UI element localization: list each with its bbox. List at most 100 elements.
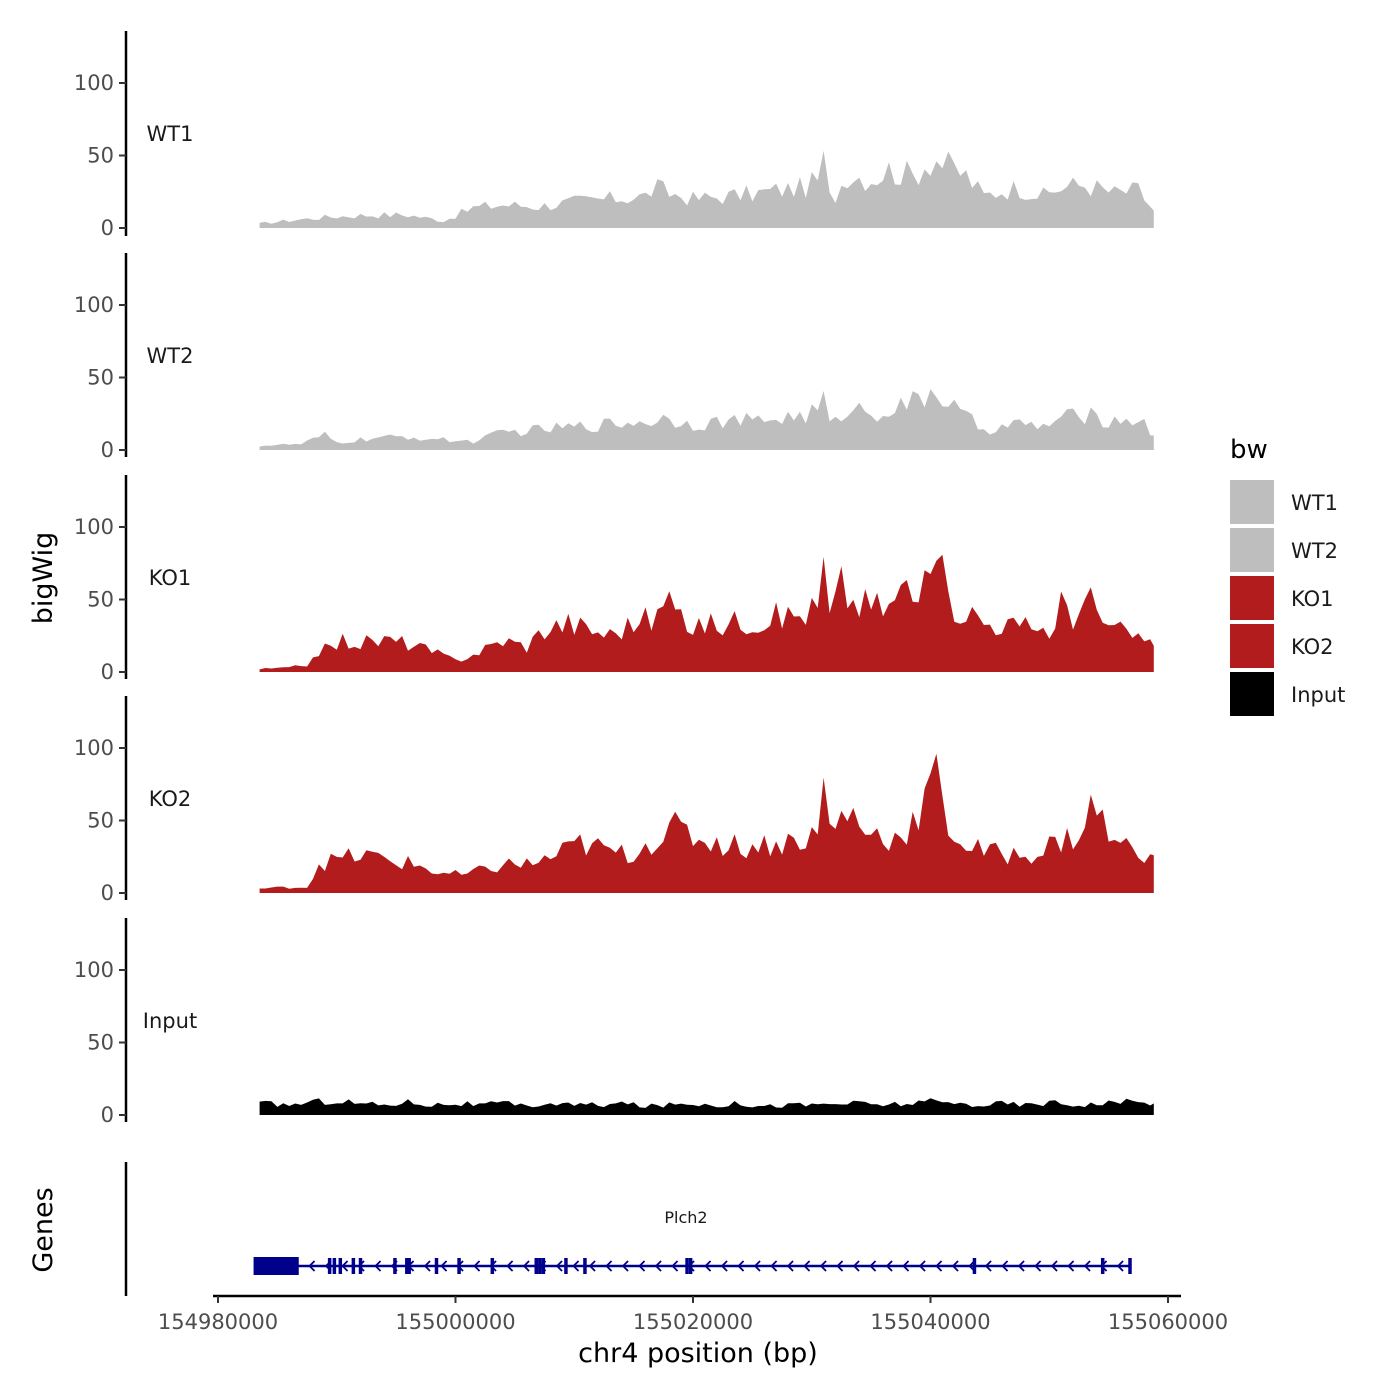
strand-arrow: [506, 1260, 514, 1272]
y-tick-label: 50: [87, 1031, 114, 1055]
strand-arrow: [951, 1260, 959, 1272]
strand-arrow: [1116, 1260, 1124, 1272]
legend-swatch-ko2: [1230, 624, 1274, 668]
y-tick-label: 0: [101, 881, 114, 905]
y-tick-label: 50: [87, 809, 114, 833]
strand-arrow: [753, 1260, 761, 1272]
legend-label-wt1: WT1: [1291, 491, 1338, 515]
strand-arrow: [555, 1260, 563, 1272]
coverage-area-ko1: [259, 554, 1154, 672]
gene-exon: [583, 1258, 587, 1274]
strand-arrow: [720, 1260, 728, 1272]
legend-label-ko2: KO2: [1291, 635, 1334, 659]
y-tick-label: 0: [101, 1103, 114, 1127]
strand-arrow: [654, 1260, 662, 1272]
strand-arrow: [1001, 1260, 1009, 1272]
gene-exon: [338, 1258, 343, 1274]
y-tick-label: 50: [87, 588, 114, 612]
legend-label-ko1: KO1: [1291, 587, 1334, 611]
coverage-area-wt1: [259, 150, 1154, 228]
gene-exon: [434, 1258, 439, 1274]
track-panel-input: 0 50 100 Input: [74, 918, 1154, 1127]
gene-exon: [407, 1258, 411, 1274]
strand-arrow: [935, 1260, 943, 1272]
strand-arrow: [588, 1260, 596, 1272]
strand-arrow: [869, 1260, 877, 1272]
strand-arrow: [423, 1260, 431, 1272]
legend-label-input: Input: [1291, 683, 1345, 707]
gene-exon: [541, 1258, 546, 1274]
strand-arrow: [803, 1260, 811, 1272]
x-tick-label: 155040000: [870, 1310, 990, 1334]
legend-swatch-input: [1230, 672, 1274, 716]
strand-arrow: [605, 1260, 613, 1272]
strand-arrow: [704, 1260, 712, 1272]
legend-swatch-wt1: [1230, 480, 1274, 524]
gene-exon: [405, 1258, 409, 1274]
strand-arrow: [638, 1260, 646, 1272]
legend: bw WT1 WT2 KO1 KO2 Input: [1230, 435, 1345, 716]
strand-arrow: [621, 1260, 629, 1272]
legend-label-wt2: WT2: [1291, 539, 1338, 563]
track-label: KO2: [149, 787, 192, 811]
strand-arrow: [852, 1260, 860, 1272]
coverage-area-input: [259, 1098, 1154, 1115]
y-tick-label: 0: [101, 660, 114, 684]
track-label: KO1: [149, 566, 192, 590]
gene-exon: [688, 1258, 693, 1274]
track-panel-wt2: 0 50 100 WT2: [74, 253, 1154, 462]
gene-exon: [490, 1258, 495, 1274]
coverage-area-ko2: [259, 753, 1154, 893]
x-tick-label: 155060000: [1108, 1310, 1228, 1334]
strand-arrow: [902, 1260, 910, 1272]
strand-arrow: [1083, 1260, 1091, 1272]
y-tick-label: 50: [87, 366, 114, 390]
y-tick-label: 100: [74, 736, 114, 760]
gene-exon: [685, 1258, 689, 1274]
strand-arrow: [836, 1260, 844, 1272]
track-label: WT2: [147, 344, 194, 368]
track-panel-ko1: 0 50 100 KO1: [74, 475, 1154, 684]
y-tick-label: 100: [74, 958, 114, 982]
strand-arrow: [522, 1260, 530, 1272]
y-tick-label: 100: [74, 515, 114, 539]
strand-arrow: [473, 1260, 481, 1272]
track-panel-ko2: 0 50 100 KO2: [74, 696, 1154, 905]
gene-exon: [351, 1258, 356, 1274]
gene-exon: [564, 1258, 568, 1274]
y-tick-label: 50: [87, 144, 114, 168]
gene-exon: [534, 1258, 538, 1274]
gene-name-label: Plch2: [664, 1208, 707, 1227]
gene-exon: [332, 1258, 337, 1274]
strand-arrow: [308, 1260, 316, 1272]
strand-arrow: [1050, 1260, 1058, 1272]
strand-arrow: [1067, 1260, 1075, 1272]
y-tick-label: 100: [74, 293, 114, 317]
coverage-area-wt2: [259, 389, 1154, 450]
x-axis-title: chr4 position (bp): [578, 1338, 818, 1369]
strand-arrow: [786, 1260, 794, 1272]
strand-arrow: [918, 1260, 926, 1272]
y-axis-title: bigWig: [28, 532, 59, 625]
y-tick-label: 0: [101, 216, 114, 240]
strand-arrow: [885, 1260, 893, 1272]
strand-arrow: [819, 1260, 827, 1272]
genes-axis-title: Genes: [28, 1187, 59, 1272]
strand-arrow: [341, 1260, 349, 1272]
gene-exon: [1100, 1258, 1105, 1274]
track-label: Input: [143, 1009, 197, 1033]
gene-exon: [327, 1258, 332, 1274]
gene-exon: [538, 1258, 542, 1274]
y-tick-label: 100: [74, 71, 114, 95]
strand-arrow: [770, 1260, 778, 1272]
gene-exon: [393, 1258, 397, 1274]
x-tick-label: 155020000: [633, 1310, 753, 1334]
strand-arrow: [374, 1260, 382, 1272]
track-panel-wt1: 0 50 100 WT1: [74, 31, 1154, 240]
legend-swatch-ko1: [1230, 576, 1274, 620]
strand-arrow: [671, 1260, 679, 1272]
legend-swatch-wt2: [1230, 528, 1274, 572]
x-tick-label: 154980000: [158, 1310, 278, 1334]
strand-arrow: [1017, 1260, 1025, 1272]
